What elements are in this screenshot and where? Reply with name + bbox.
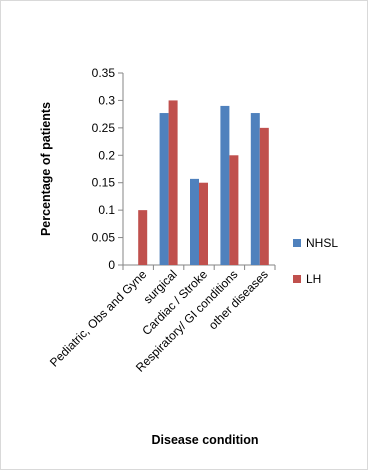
y-tick-label: 0.35 <box>92 66 116 80</box>
bar-nhsl-2 <box>159 113 169 265</box>
bar-lh-5 <box>259 127 269 265</box>
legend-label-lh: LH <box>306 272 321 286</box>
legend-swatch-lh <box>293 275 301 283</box>
x-category-label: Pediatric, Obs and Gyne <box>47 267 150 370</box>
y-tick-label: 0 <box>108 258 115 272</box>
legend-swatch-nhsl <box>293 239 301 247</box>
y-tick-label: 0.3 <box>98 93 115 107</box>
y-tick-label: 0.25 <box>92 121 116 135</box>
legend-label-nhsl: NHSL <box>306 236 338 250</box>
y-tick-label: 0.2 <box>98 148 115 162</box>
bar-lh-4 <box>229 155 239 265</box>
bar-lh-2 <box>168 100 178 265</box>
y-axis-title: Percentage of patients <box>39 102 53 236</box>
bar-nhsl-3 <box>190 178 199 265</box>
y-tick-label: 0.05 <box>92 231 116 245</box>
y-tick-label: 0.1 <box>98 203 115 217</box>
bar-lh-1 <box>138 210 148 265</box>
x-axis-title: Disease condition <box>152 433 259 447</box>
bar-nhsl-5 <box>250 113 260 265</box>
y-tick-label: 0.15 <box>92 176 116 190</box>
bar-lh-3 <box>199 182 208 265</box>
bar-nhsl-4 <box>220 105 230 266</box>
